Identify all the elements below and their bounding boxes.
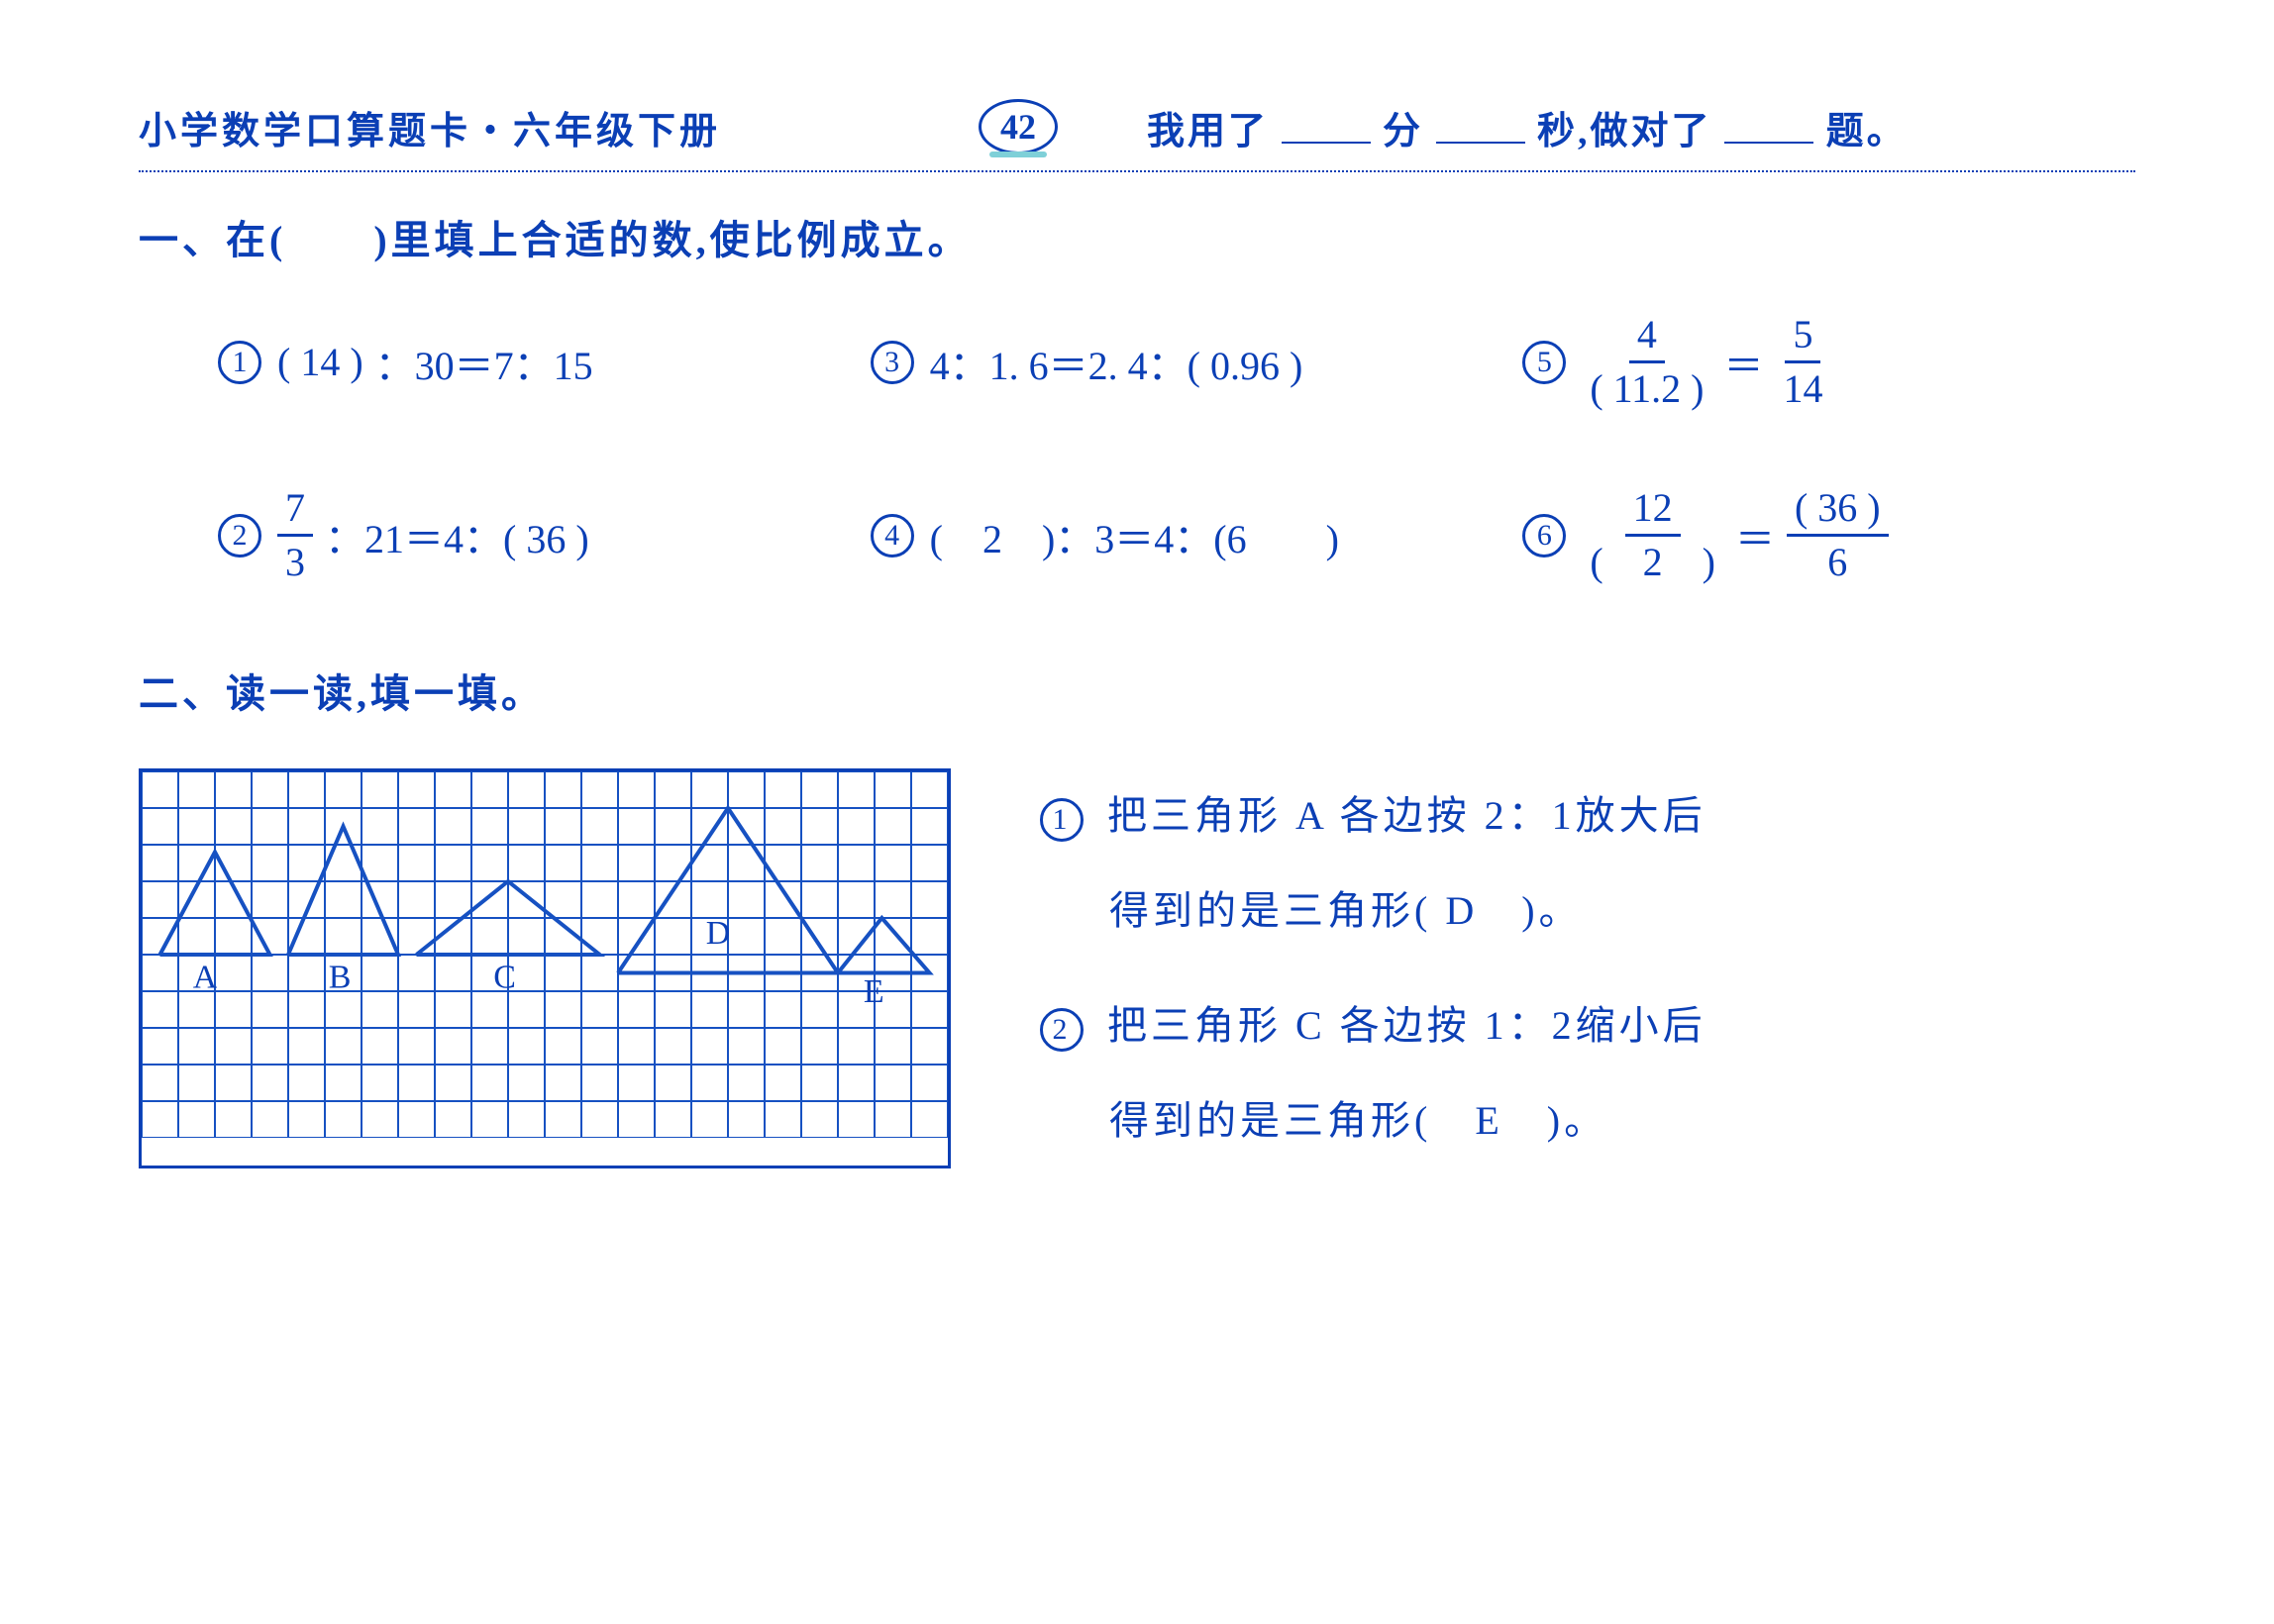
section1-problems: 1 ( 14 ) ：30＝7：15 3 4：1. 6＝2. 4：( 0.96 )… xyxy=(218,315,2135,582)
problem-6-right-fraction: ( 36 ) 6 xyxy=(1787,488,1889,582)
minutes-blank[interactable] xyxy=(1282,108,1371,144)
question-1: 1 把三角形 A 各边按 2：1放大后 xyxy=(1040,768,1706,863)
book-title: 小学数学口算题卡・六年级下册 xyxy=(139,100,721,154)
q1-line1: 把三角形 A 各边按 2：1放大后 xyxy=(1107,793,1706,838)
problem-2-fraction: 7 3 xyxy=(277,488,313,582)
problem-number-icon: 2 xyxy=(218,514,261,558)
equals: ＝ xyxy=(1723,334,1763,391)
q1-line2-post: )。 xyxy=(1521,888,1582,933)
q1-answer: D xyxy=(1431,888,1521,933)
problem-6-left-fraction: 12 ( 2 ) xyxy=(1582,488,1723,582)
frac-denominator: ( 2 ) xyxy=(1582,537,1723,582)
frac-numerator: 12 xyxy=(1625,488,1681,537)
problem-5: 5 4 ( 11.2 ) ＝ 5 14 xyxy=(1522,315,2135,409)
page-number-badge: 42 xyxy=(979,99,1058,154)
section2-questions: 1 把三角形 A 各边按 2：1放大后 得到的是三角形( D )。 2 把三角形… xyxy=(1040,768,1706,1168)
problem-1-paren: ( 14 ) xyxy=(277,339,363,385)
q2-line2-post: )。 xyxy=(1547,1098,1607,1143)
triangle-grid-diagram: A B C D E xyxy=(139,768,951,1168)
svg-text:E: E xyxy=(864,973,884,1010)
seconds-blank[interactable] xyxy=(1436,108,1525,144)
frac-numerator: 5 xyxy=(1785,315,1820,363)
question-2: 2 把三角形 C 各边按 1：2缩小后 xyxy=(1040,978,1706,1073)
problem-5-right-fraction: 5 14 xyxy=(1775,315,1830,409)
section1-title: 一、在( )里填上合适的数,使比例成立。 xyxy=(139,208,2135,265)
timer-summary: 我用了 分 秒,做对了 题。 xyxy=(1147,100,1908,154)
question-number-icon: 1 xyxy=(1040,798,1084,842)
q2-line1: 把三角形 C 各边按 1：2缩小后 xyxy=(1107,1003,1706,1048)
frac-numerator: ( 36 ) xyxy=(1787,488,1889,537)
problem-2: 2 7 3 ：21＝4：( 36 ) xyxy=(218,488,831,582)
frac-denominator: ( 11.2 ) xyxy=(1582,363,1711,409)
header-separator xyxy=(139,170,2135,172)
question-number-icon: 2 xyxy=(1040,1008,1084,1052)
label-min: 分 xyxy=(1383,111,1423,152)
frac-denominator: 3 xyxy=(277,537,313,582)
q1-line2: 得到的是三角形( D )。 xyxy=(1040,863,1706,959)
section2-body: A B C D E 1 把三角形 A 各边按 2：1放大后 得到的是三角形( D )。 … xyxy=(139,768,2135,1168)
frac-numerator: 7 xyxy=(277,488,313,537)
q2-answer: E xyxy=(1431,1098,1546,1143)
section2-title: 二、读一读,填一填。 xyxy=(139,661,2135,719)
problem-number-icon: 6 xyxy=(1522,514,1566,558)
q1-line2-pre: 得到的是三角形( xyxy=(1109,888,1431,933)
problem-2-rest: ：21＝4：( 36 ) xyxy=(325,507,589,564)
correct-blank[interactable] xyxy=(1724,108,1813,144)
svg-text:B: B xyxy=(329,959,352,995)
problem-number-icon: 5 xyxy=(1522,341,1566,384)
equals: ＝ xyxy=(1735,507,1775,564)
svg-text:A: A xyxy=(193,959,218,995)
problem-4: 4 ( 2 )：3＝4：(6 ) xyxy=(871,488,1484,582)
problem-1-rest: ：30＝7：15 xyxy=(375,334,593,391)
frac-numerator: 4 xyxy=(1629,315,1665,363)
problem-1: 1 ( 14 ) ：30＝7：15 xyxy=(218,315,831,409)
label-prefix: 我用了 xyxy=(1147,111,1269,152)
problem-5-left-fraction: 4 ( 11.2 ) xyxy=(1582,315,1711,409)
problem-number-icon: 4 xyxy=(871,514,914,558)
grid-svg: A B C D E xyxy=(142,771,948,1138)
problem-3: 3 4：1. 6＝2. 4：( 0.96 ) xyxy=(871,315,1484,409)
problem-4-text: ( 2 )：3＝4：(6 ) xyxy=(930,507,1339,564)
worksheet-header: 小学数学口算题卡・六年级下册 42 我用了 分 秒,做对了 题。 xyxy=(139,99,2135,154)
label-ti: 题。 xyxy=(1826,111,1908,152)
q2-line2-pre: 得到的是三角形( xyxy=(1109,1098,1431,1143)
q2-line2: 得到的是三角形( E )。 xyxy=(1040,1073,1706,1168)
label-sec: 秒,做对了 xyxy=(1537,111,1712,152)
problem-6: 6 12 ( 2 ) ＝ ( 36 ) 6 xyxy=(1522,488,2135,582)
svg-text:C: C xyxy=(493,959,516,995)
problem-3-text: 4：1. 6＝2. 4：( 0.96 ) xyxy=(930,334,1303,391)
frac-denominator: 14 xyxy=(1775,363,1830,409)
frac-denominator: 6 xyxy=(1819,537,1855,582)
problem-number-icon: 3 xyxy=(871,341,914,384)
problem-number-icon: 1 xyxy=(218,341,261,384)
svg-text:D: D xyxy=(706,915,731,952)
